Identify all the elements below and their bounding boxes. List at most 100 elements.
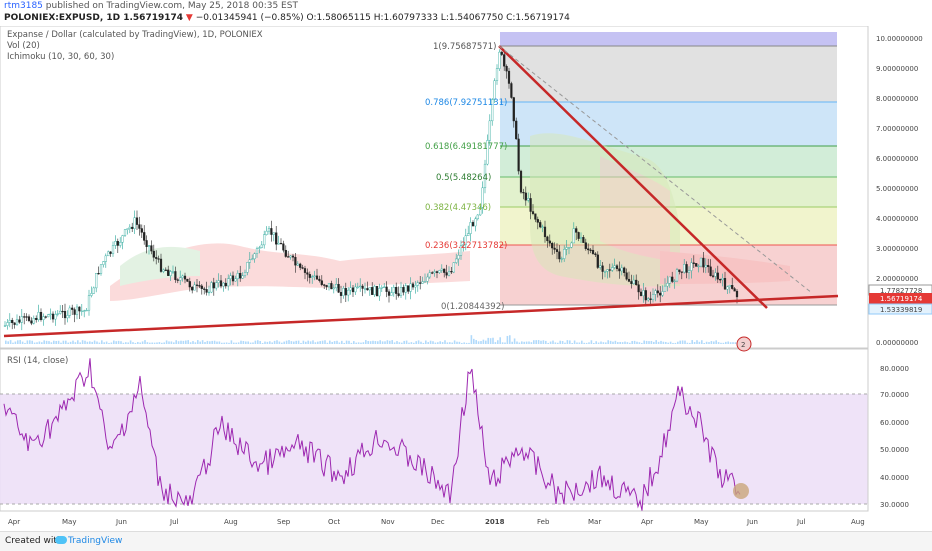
candle-body [102, 261, 105, 265]
volume-bar [365, 340, 367, 344]
candle-body [171, 271, 175, 273]
publish-date: published on TradingView.com, May 25, 20… [45, 1, 298, 11]
descending-trendline[interactable] [498, 45, 768, 309]
volume-bar [249, 342, 252, 344]
time-tick-label: Jun [115, 518, 127, 526]
volume-bar [432, 341, 434, 344]
candle-body [291, 255, 295, 258]
candle-body [63, 310, 67, 319]
price-tick-label: 2.00000000 [876, 275, 918, 283]
volume-bar [384, 341, 386, 344]
candle-body [306, 272, 309, 275]
volume-bar [216, 341, 218, 344]
volume-bar [43, 340, 45, 344]
volume-bar [173, 342, 175, 344]
candle-body [426, 276, 429, 282]
candle-body [531, 211, 535, 214]
candle-body [567, 247, 571, 249]
candle-body [270, 228, 273, 235]
volume-bar [33, 342, 36, 344]
candle-body [611, 267, 614, 271]
volume-bar [281, 342, 283, 344]
volume-bar [309, 341, 312, 344]
candle-body [656, 290, 659, 294]
volume-series [5, 335, 739, 344]
event-badge[interactable]: 2 [736, 336, 752, 352]
candlestick-series[interactable] [3, 49, 739, 331]
time-tick-label: Oct [328, 518, 340, 526]
candle-body [467, 233, 470, 236]
time-axis[interactable]: Apr May Jun Jul Aug Sep Oct Nov Dec 2018 Feb Mar Apr… [8, 518, 865, 526]
candle-body [181, 275, 184, 278]
price-chart[interactable]: 1(9.75687571) 0.786(7.92751131) 0.618(6.… [0, 26, 932, 531]
candle-body [534, 213, 537, 220]
candle-body [527, 198, 530, 201]
volume-bar [480, 341, 482, 344]
volume-bar [535, 340, 537, 344]
volume-bar [477, 341, 480, 344]
candle-body [515, 120, 518, 140]
tradingview-brand-link[interactable]: TradingView [68, 536, 123, 546]
down-arrow-icon: ▼ [185, 13, 193, 23]
volume-bar [705, 341, 708, 344]
candle-body [548, 240, 551, 244]
candle-body [678, 269, 681, 272]
volume-bar [429, 340, 432, 344]
volume-bar [45, 340, 48, 344]
candle-body [42, 316, 45, 320]
candle-body [191, 286, 194, 291]
candle-body [366, 288, 369, 291]
volume-legend[interactable]: Vol (20) [7, 41, 40, 51]
volume-bar [377, 341, 379, 344]
volume-bar [643, 340, 645, 344]
candle-body [253, 253, 256, 260]
fib-label: 0.786(7.92751131) [425, 98, 507, 108]
volume-bar [230, 340, 233, 344]
candle-body [623, 267, 626, 273]
candle-body [404, 285, 407, 293]
candle-body [133, 217, 136, 229]
candle-body [603, 271, 607, 273]
price-axis[interactable]: 10.00000000 9.00000000 8.00000000 7.0000000… [867, 26, 932, 348]
volume-bar [624, 341, 626, 344]
volume-bar [84, 340, 86, 344]
rsi-line[interactable] [3, 358, 741, 511]
volume-bar [122, 342, 125, 344]
volume-bar [312, 340, 314, 344]
candle-body [495, 68, 499, 81]
author-link[interactable]: rtm3185 [4, 1, 43, 11]
candle-body [311, 276, 314, 278]
candle-body [447, 271, 451, 276]
ichimoku-legend[interactable]: Ichimoku (10, 30, 60, 30) [7, 52, 114, 62]
candle-body [666, 282, 669, 287]
volume-bar [300, 342, 302, 344]
volume-bar [72, 340, 74, 344]
highlight-marker[interactable] [733, 483, 749, 499]
candle-body [726, 286, 729, 290]
volume-bar [533, 340, 535, 344]
candle-body [488, 120, 491, 141]
time-tick-label: 2018 [485, 518, 505, 526]
candle-body [697, 265, 700, 268]
candle-body [301, 267, 304, 269]
dashed-trendline[interactable] [498, 45, 813, 294]
candle-body [517, 138, 520, 172]
volume-bar [113, 340, 115, 344]
candle-body [121, 235, 124, 243]
candle-body [176, 279, 179, 281]
volume-bar [233, 342, 235, 344]
candle-body [709, 266, 712, 276]
candle-body [215, 282, 218, 289]
volume-bar [516, 341, 518, 344]
rsi-axis[interactable]: 80.0000 70.0000 60.0000 50.0000 40.0000 30.00… [867, 349, 909, 511]
volume-bar [261, 342, 264, 344]
candle-body [728, 285, 731, 288]
volume-bar [617, 342, 619, 344]
candle-body [675, 269, 679, 282]
ascending-trendline[interactable] [3, 294, 839, 338]
candle-body [320, 280, 323, 285]
candle-body [380, 286, 383, 289]
volume-bar [74, 342, 77, 344]
rsi-legend[interactable]: RSI (14, close) [7, 356, 68, 366]
volume-bar [62, 340, 65, 344]
